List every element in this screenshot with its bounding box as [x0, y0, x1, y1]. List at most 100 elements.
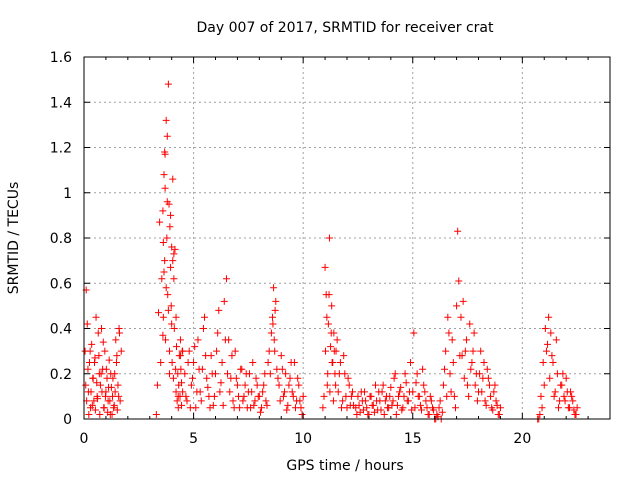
- data-point: [165, 347, 173, 355]
- data-point: [340, 352, 348, 360]
- data-point: [561, 397, 569, 405]
- data-point: [470, 329, 478, 337]
- data-point: [85, 410, 93, 418]
- data-point: [101, 392, 109, 400]
- data-point: [224, 370, 232, 378]
- data-point: [208, 370, 216, 378]
- data-point: [243, 404, 251, 412]
- data-point: [106, 397, 114, 405]
- data-point: [186, 404, 194, 412]
- data-point: [471, 381, 479, 389]
- data-point: [448, 336, 456, 344]
- data-point: [289, 392, 297, 400]
- data-point: [299, 392, 307, 400]
- data-point: [536, 410, 544, 418]
- data-point: [170, 275, 178, 283]
- data-point: [414, 392, 422, 400]
- data-point: [179, 347, 187, 355]
- data-point: [348, 388, 356, 396]
- data-point: [544, 340, 552, 348]
- data-point: [176, 336, 184, 344]
- data-point: [459, 297, 467, 305]
- data-point: [163, 234, 171, 242]
- data-point: [388, 401, 396, 409]
- data-point: [294, 374, 302, 382]
- data-point: [95, 352, 103, 360]
- data-point: [187, 381, 195, 389]
- data-point: [193, 388, 201, 396]
- data-point: [91, 358, 99, 366]
- data-point: [258, 404, 266, 412]
- data-point: [570, 406, 578, 414]
- data-point: [366, 392, 374, 400]
- data-point: [104, 408, 112, 416]
- data-point: [329, 397, 337, 405]
- data-point: [550, 392, 558, 400]
- data-point: [295, 381, 303, 389]
- data-point: [163, 198, 171, 206]
- x-tick-label: 0: [80, 431, 89, 447]
- data-point: [163, 132, 171, 140]
- data-point: [405, 388, 413, 396]
- chart-title: Day 007 of 2017, SRMTID for receiver cra…: [197, 20, 494, 36]
- data-point: [172, 343, 180, 351]
- plot-frame: [83, 56, 611, 420]
- data-point: [354, 392, 362, 400]
- data-point: [90, 397, 98, 405]
- data-point: [270, 336, 278, 344]
- data-point: [228, 352, 236, 360]
- data-point: [364, 410, 372, 418]
- data-point: [203, 374, 211, 382]
- data-point: [390, 374, 398, 382]
- data-point: [153, 381, 161, 389]
- data-point: [89, 374, 97, 382]
- data-point: [377, 406, 385, 414]
- data-point: [327, 343, 335, 351]
- data-point: [94, 395, 102, 403]
- data-point: [197, 397, 205, 405]
- data-point: [159, 207, 167, 215]
- data-point: [169, 374, 177, 382]
- data-point: [546, 374, 554, 382]
- data-point: [559, 370, 567, 378]
- data-point: [82, 381, 90, 389]
- data-point: [215, 306, 223, 314]
- data-point: [263, 401, 271, 409]
- data-point: [102, 365, 110, 373]
- data-point: [182, 392, 190, 400]
- data-point: [251, 397, 259, 405]
- data-point: [386, 392, 394, 400]
- data-point: [270, 284, 278, 292]
- data-point: [194, 336, 202, 344]
- data-point: [269, 320, 277, 328]
- data-point: [230, 404, 238, 412]
- data-point: [557, 381, 565, 389]
- data-point: [232, 374, 240, 382]
- data-point: [537, 392, 545, 400]
- data-point: [172, 388, 180, 396]
- data-point: [165, 370, 173, 378]
- data-point: [492, 397, 500, 405]
- data-point: [166, 223, 174, 231]
- data-point: [162, 284, 170, 292]
- data-point: [201, 313, 209, 321]
- data-point: [335, 370, 343, 378]
- data-point: [491, 381, 499, 389]
- data-point: [233, 381, 241, 389]
- y-tick-label: 1: [63, 186, 72, 202]
- y-tick-label: 0: [63, 412, 72, 428]
- data-point: [157, 358, 165, 366]
- data-point: [379, 381, 387, 389]
- data-point: [161, 148, 169, 156]
- data-point: [249, 358, 257, 366]
- data-point: [262, 397, 270, 405]
- data-point: [161, 257, 169, 265]
- data-point: [397, 383, 405, 391]
- data-point: [410, 329, 418, 337]
- data-point: [276, 397, 284, 405]
- data-point: [173, 397, 181, 405]
- data-point: [164, 80, 172, 88]
- y-tick-label: 0.4: [50, 322, 72, 338]
- data-point: [449, 358, 457, 366]
